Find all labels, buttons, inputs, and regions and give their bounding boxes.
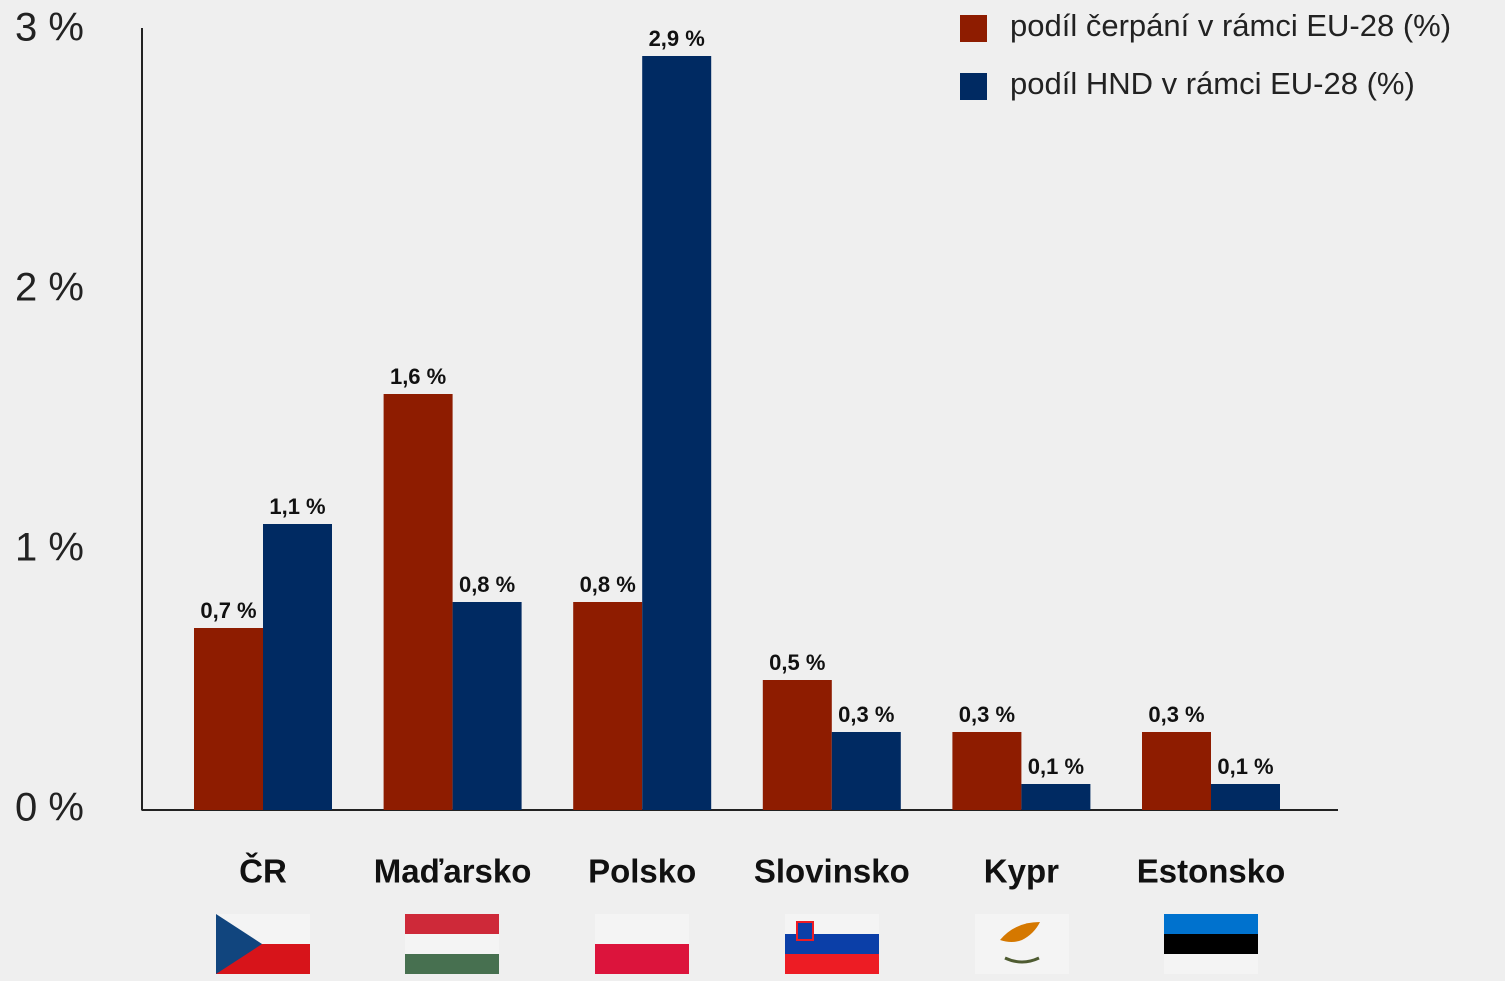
bar <box>383 394 453 810</box>
x-tick-label: Polsko <box>588 853 696 890</box>
bar <box>762 680 832 810</box>
bar <box>1142 732 1211 810</box>
flags <box>216 914 1258 974</box>
legend-swatch <box>960 15 987 42</box>
x-tick-label: Estonsko <box>1137 853 1286 890</box>
flag-si <box>785 914 879 974</box>
x-tick-label: Maďarsko <box>374 853 532 890</box>
flag-ee <box>1164 914 1258 974</box>
value-label: 0,3 % <box>1148 702 1204 727</box>
legend-label: podíl čerpání v rámci EU-28 (%) <box>1010 8 1451 43</box>
y-tick-label: 2 % <box>15 266 84 310</box>
bar <box>831 732 901 810</box>
value-label: 0,3 % <box>838 702 894 727</box>
value-label: 0,1 % <box>1028 754 1084 779</box>
bar <box>1021 784 1091 810</box>
flag-cy <box>975 914 1069 974</box>
value-label: 0,8 % <box>459 572 515 597</box>
x-tick-label: Slovinsko <box>754 853 910 890</box>
bar <box>642 56 712 810</box>
value-label: 0,7 % <box>200 598 256 623</box>
bar <box>952 732 1022 810</box>
x-tick-label: Kypr <box>984 853 1059 890</box>
bar <box>194 628 263 810</box>
flag-cz <box>216 914 310 974</box>
value-label: 0,3 % <box>959 702 1015 727</box>
legend-swatch <box>960 73 987 100</box>
value-label: 1,6 % <box>390 364 446 389</box>
bar <box>452 602 522 810</box>
value-label: 0,1 % <box>1217 754 1273 779</box>
y-tick-label: 3 % <box>15 6 84 50</box>
bar <box>263 524 332 810</box>
bar <box>1211 784 1280 810</box>
y-tick-label: 1 % <box>15 526 84 570</box>
legend-label: podíl HND v rámci EU-28 (%) <box>1010 66 1415 101</box>
y-tick-label: 0 % <box>15 786 84 830</box>
value-label: 2,9 % <box>649 26 705 51</box>
x-tick-label: ČR <box>239 852 287 890</box>
flag-pl <box>595 914 689 974</box>
value-label: 1,1 % <box>269 494 325 519</box>
value-label: 0,8 % <box>580 572 636 597</box>
flag-hu <box>405 914 499 974</box>
bar <box>573 602 643 810</box>
value-label: 0,5 % <box>769 650 825 675</box>
